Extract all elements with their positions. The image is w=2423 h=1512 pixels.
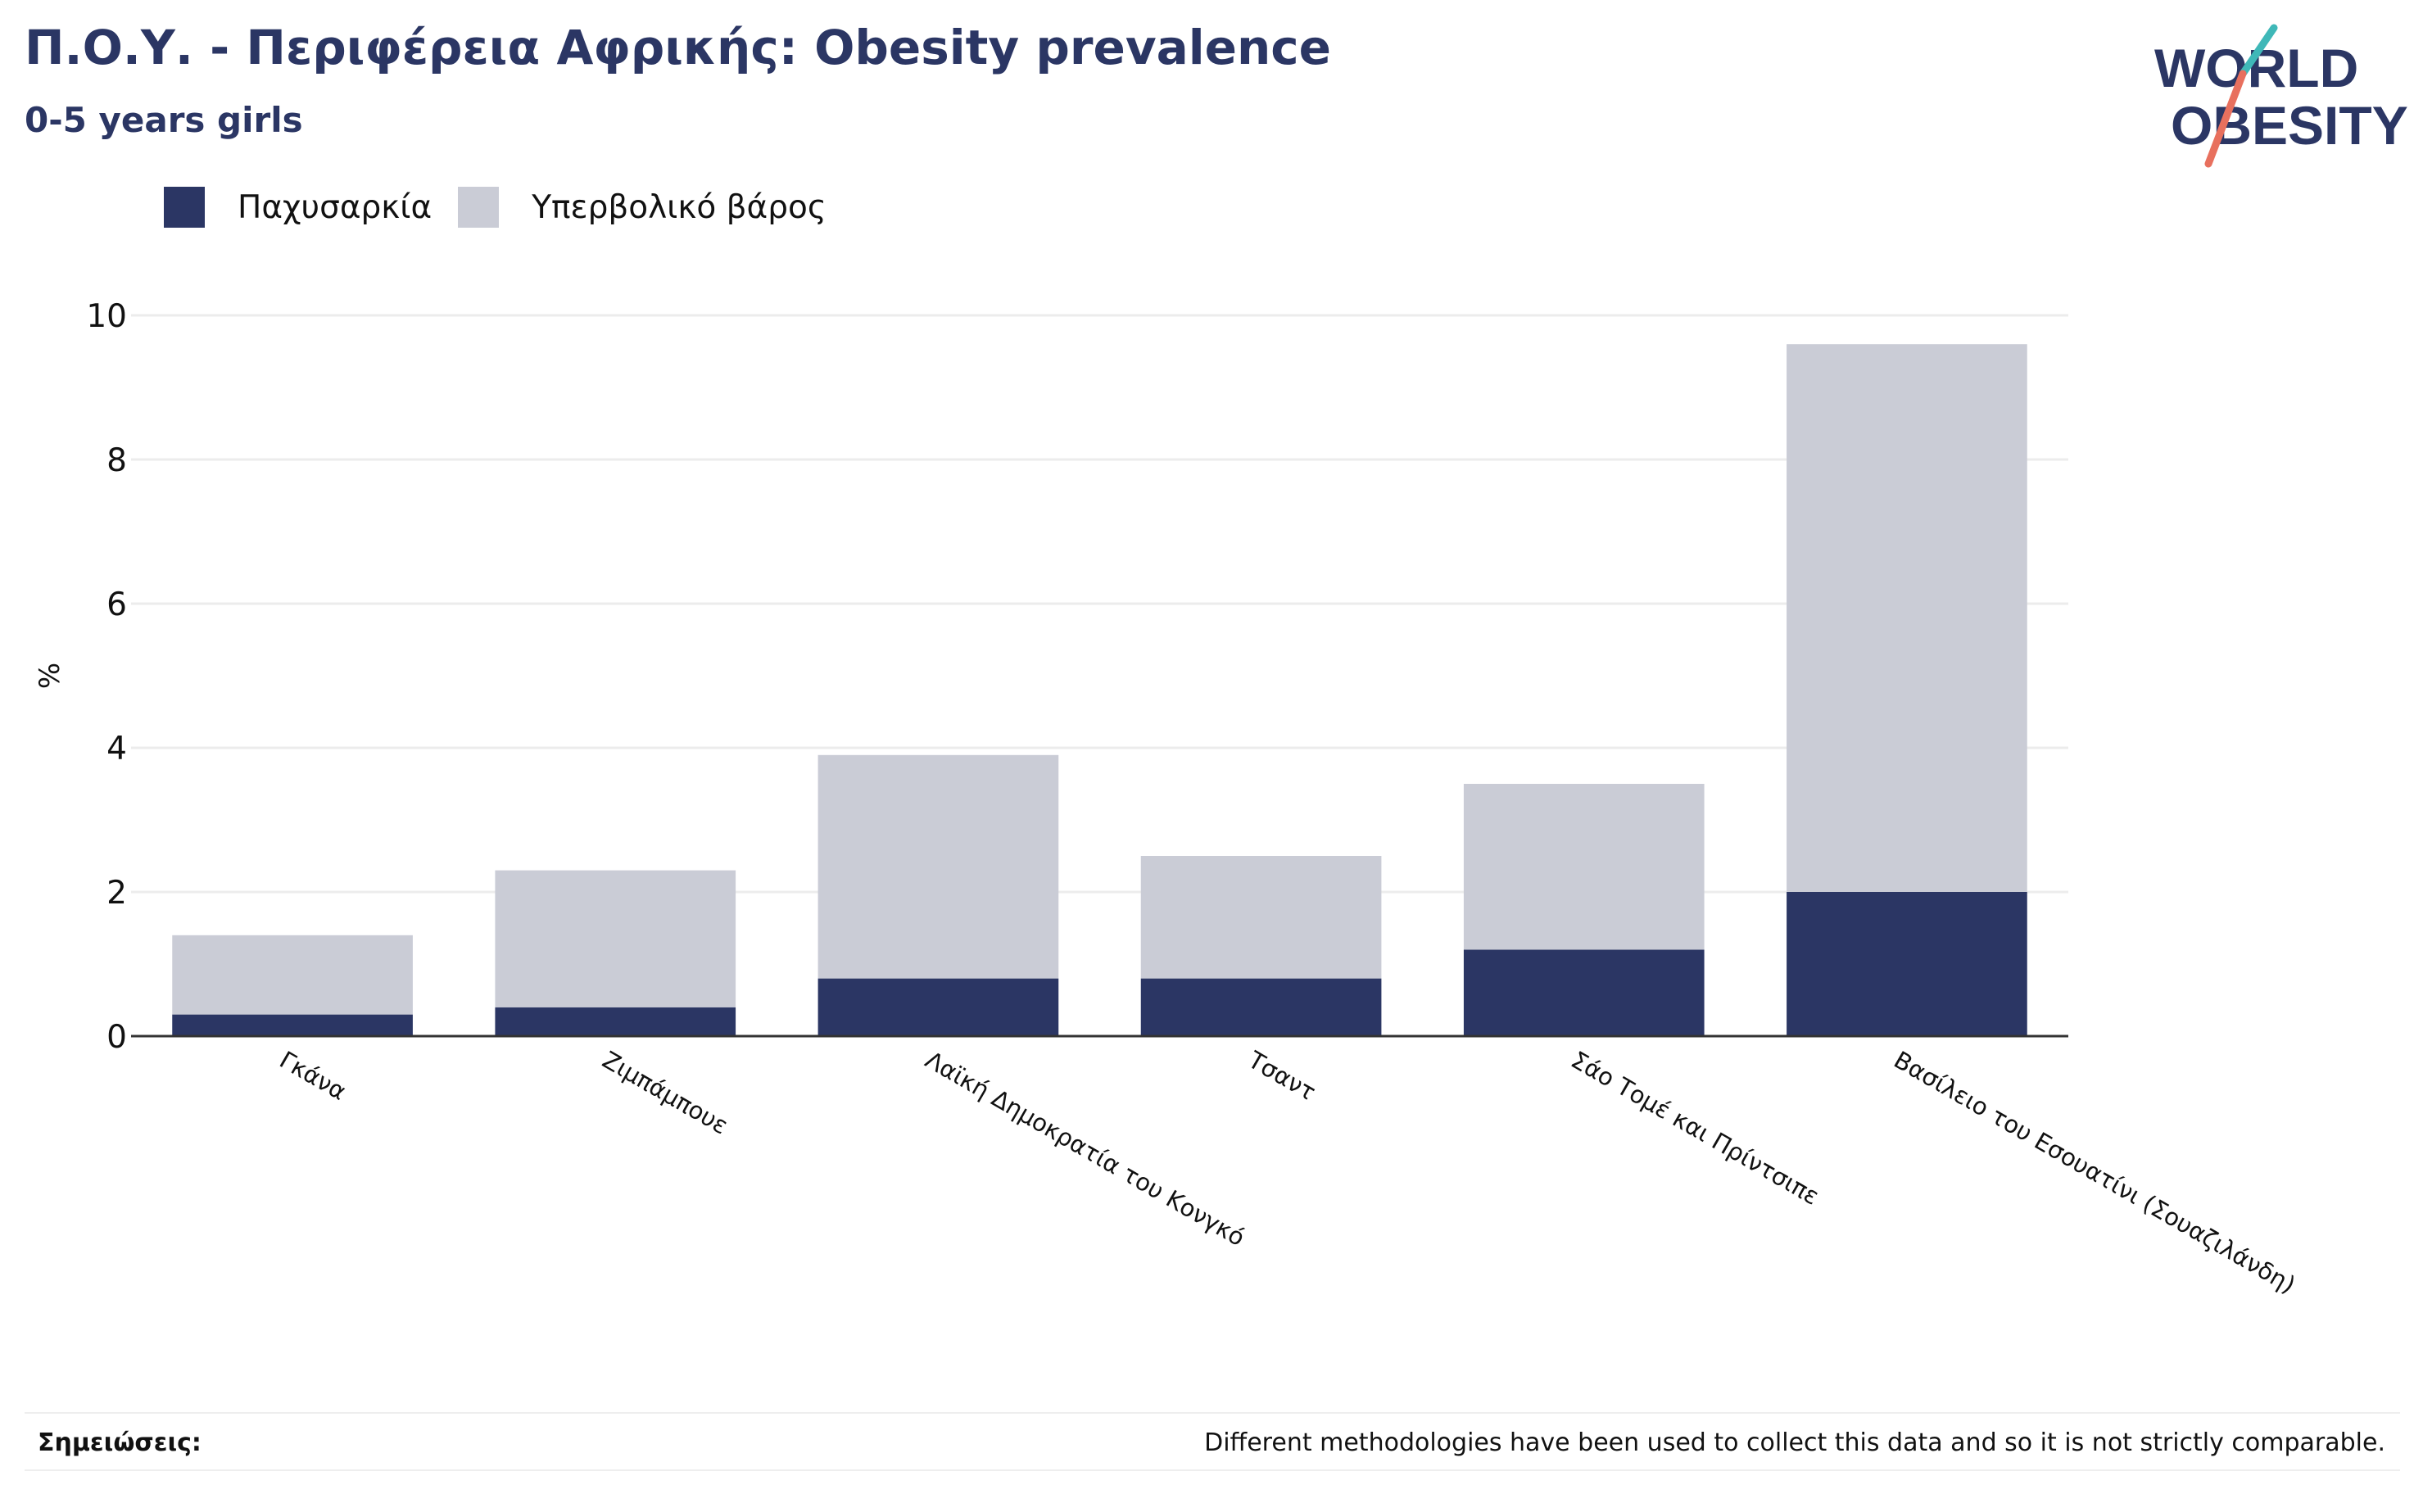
bar-overweight (1140, 856, 1382, 979)
chart-subtitle: 0-5 years girls (25, 100, 303, 140)
legend-item-overweight[interactable]: Υπερβολικό βάρος (458, 187, 827, 228)
chart-title: Π.Ο.Υ. - Περιφέρεια Αφρικής: Obesity pre… (25, 20, 1331, 75)
x-tick-label: Γκάνα (275, 1046, 351, 1106)
y-tick-label: 0 (106, 1019, 127, 1056)
bar-obesity (172, 1014, 413, 1036)
bar-overweight (495, 870, 736, 1007)
stacked-bar-chart: 0 2 4 6 8 10% Γκάνα Ζιμπάμπουε Λαϊκή Δημοκρατία … (34, 298, 2300, 1299)
bar-obesity (495, 1007, 736, 1036)
notes-text: Different methodologies have been used t… (1204, 1428, 2385, 1457)
y-axis-label: % (34, 663, 66, 689)
x-tick-label: Βασίλειο του Εσουατίνι (Σουαζιλάνδη) (1889, 1046, 2300, 1299)
x-tick-label: Τσαντ (1243, 1045, 1320, 1106)
notes-divider-bottom (25, 1469, 2400, 1471)
legend-item-obesity[interactable]: Παχυσαρκία (164, 187, 432, 228)
bar-obesity (1140, 978, 1382, 1036)
world-obesity-logo: WORLD OBESITY (2154, 24, 2408, 168)
bar-overweight (1463, 784, 1705, 950)
bar-overweight (1787, 344, 2027, 892)
notes-label: Σημειώσεις: (38, 1428, 202, 1457)
legend-swatch-obesity (164, 187, 205, 228)
y-tick-label: 6 (106, 586, 127, 623)
y-tick-label: 8 (106, 442, 127, 479)
notes-divider-top (25, 1412, 2400, 1414)
bar-overweight (817, 754, 1059, 979)
bar-obesity (817, 978, 1059, 1036)
x-tick-label: Ζιμπάμπουε (598, 1046, 733, 1140)
y-tick-label: 4 (106, 731, 127, 767)
x-tick-label: Σάο Τομέ και Πρίντσιπε (1566, 1046, 1823, 1211)
legend-label-overweight: Υπερβολικό βάρος (532, 188, 827, 226)
logo-slash-teal (2239, 24, 2278, 78)
legend-label-obesity: Παχυσαρκία (238, 188, 433, 226)
logo-text-obesity: OBESITY (2171, 95, 2408, 156)
x-tick-label: Λαϊκή Δημοκρατία του Κονγκό (921, 1046, 1250, 1252)
legend-swatch-overweight (458, 187, 500, 228)
y-tick-label: 10 (86, 298, 127, 335)
chart-legend: Παχυσαρκία Υπερβολικό βάρος (164, 187, 853, 228)
bar-overweight (172, 935, 413, 1015)
bar-obesity (1463, 949, 1705, 1036)
logo-slash-coral (2204, 70, 2247, 168)
bar-obesity (1787, 892, 2027, 1036)
y-tick-label: 2 (106, 875, 127, 912)
